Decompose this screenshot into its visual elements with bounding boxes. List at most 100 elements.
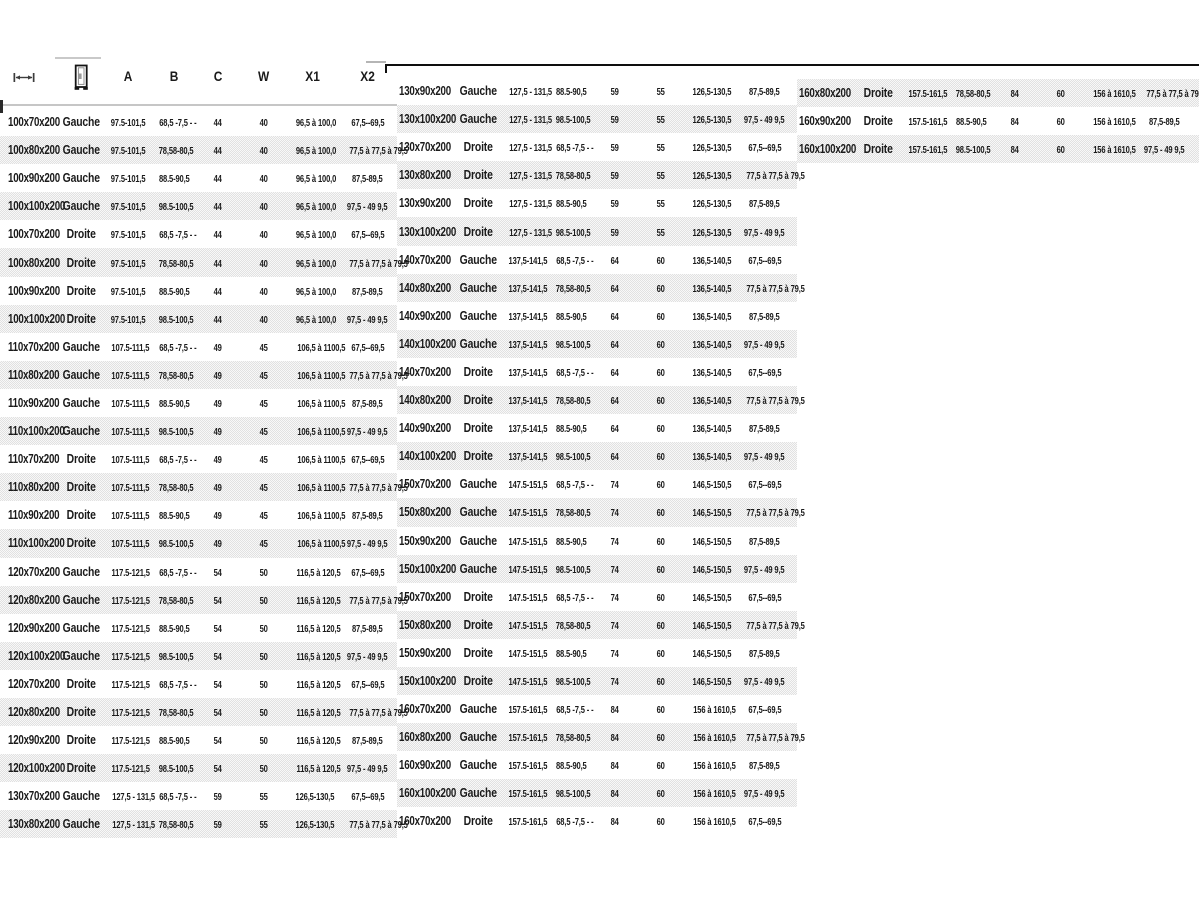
col-b-cell: 98.5-100,5 bbox=[555, 114, 591, 127]
size-cell: 130x100x200 bbox=[399, 224, 457, 239]
col-a-cell: 127,5 - 131,5 bbox=[509, 114, 552, 127]
size-cell: 160x90x200 bbox=[399, 758, 451, 773]
size-cell: 160x100x200 bbox=[799, 142, 857, 157]
side-cell: Gauche bbox=[459, 532, 497, 548]
size-cell: 130x80x200 bbox=[399, 168, 451, 183]
size-cell: 140x100x200 bbox=[399, 449, 457, 464]
size-cell: 100x70x200 bbox=[8, 227, 60, 242]
col-b-cell: 88.5-90,5 bbox=[955, 116, 987, 129]
col-x1-cell: 96,5 à 100,0 bbox=[295, 145, 337, 158]
col-a-cell: 107.5-111,5 bbox=[111, 397, 150, 410]
col-x1-cell: 96,5 à 100,0 bbox=[295, 313, 337, 326]
col-a-cell: 137,5-141,5 bbox=[508, 254, 548, 267]
col-w-cell: 45 bbox=[259, 369, 269, 382]
door-icon bbox=[74, 64, 88, 90]
col-x1-cell: 96,5 à 100,0 bbox=[295, 173, 337, 186]
table-row: 140x100x200 Gauche 137,5-141,5 98.5-100,5 64… bbox=[397, 329, 797, 358]
size-cell: 150x90x200 bbox=[399, 645, 451, 660]
col-x2-cell: 77,5 à 77,5 à 79,5 bbox=[349, 145, 408, 158]
size-cell: 130x80x200 bbox=[8, 817, 60, 832]
table-row: 100x80x200 Droite 97.5-101,5 78,58-80,5 44 40… bbox=[0, 248, 408, 277]
side-cell: Droite bbox=[66, 226, 96, 242]
col-b-cell: 88.5-90,5 bbox=[555, 310, 587, 323]
size-cell: 100x100x200 bbox=[8, 311, 66, 326]
table-row: 160x80x200 Gauche 157.5-161,5 78,58-80,5 84 6… bbox=[397, 723, 805, 752]
col-a-cell: 127,5 - 131,5 bbox=[509, 198, 552, 211]
side-cell: Droite bbox=[66, 282, 96, 298]
col-b-cell: 68,5 -7,5 - - bbox=[159, 229, 197, 242]
col-w-cell: 50 bbox=[259, 707, 269, 720]
col-a-cell: 157.5-161,5 bbox=[508, 760, 548, 773]
table-row: 140x90x200 Gauche 137,5-141,5 88.5-90,5 64 60… bbox=[397, 302, 797, 330]
table-row: 160x100x200 Droite 157.5-161,5 98.5-100,5 84… bbox=[797, 135, 1199, 164]
col-w-cell: 50 bbox=[259, 594, 269, 607]
col-x1-cell: 106,5 à 1100,5 bbox=[297, 510, 346, 523]
header-underline-rule bbox=[0, 104, 397, 106]
col-c-cell: 74 bbox=[610, 647, 620, 660]
size-cell: 130x100x200 bbox=[399, 112, 457, 127]
table-row: 120x80x200 Gauche 117.5-121,5 78,58-80,5 54 5… bbox=[0, 585, 408, 614]
col-x2-cell: 87,5-89,5 bbox=[749, 310, 780, 323]
table-row: 140x70x200 Gauche 137,5-141,5 68,5 -7,5 - -… bbox=[397, 246, 797, 274]
col-b-cell: 78,58-80,5 bbox=[158, 369, 194, 382]
column-header-x1: X1 bbox=[305, 68, 321, 84]
table-row: 110x90x200 Gauche 107.5-111,5 88.5-90,5 49 45… bbox=[0, 389, 397, 417]
col-a-cell: 107.5-111,5 bbox=[111, 482, 150, 495]
size-cell: 120x70x200 bbox=[8, 676, 60, 691]
col-x2-cell: 77,5 à 77,5 à 79,5 bbox=[746, 170, 805, 183]
size-cell: 120x90x200 bbox=[8, 733, 60, 748]
side-cell: Droite bbox=[66, 310, 96, 326]
col-x2-cell: 87,5-89,5 bbox=[749, 423, 780, 436]
col-c-cell: 74 bbox=[610, 619, 620, 632]
side-cell: Droite bbox=[463, 616, 493, 632]
col-c-cell: 44 bbox=[213, 313, 223, 326]
col-a-cell: 137,5-141,5 bbox=[508, 366, 548, 379]
col-b-cell: 68,5 -7,5 - - bbox=[556, 704, 594, 717]
col-b-cell: 88.5-90,5 bbox=[555, 423, 587, 436]
size-cell: 130x70x200 bbox=[8, 789, 60, 804]
col-b-cell: 98.5-100,5 bbox=[555, 563, 591, 576]
col-b-cell: 88.5-90,5 bbox=[555, 86, 587, 99]
size-cell: 130x90x200 bbox=[399, 196, 451, 211]
col-a-cell: 157.5-161,5 bbox=[508, 732, 548, 745]
col-x2-cell: 77,5 à 77,5 à 79,5 bbox=[746, 282, 805, 295]
col-b-cell: 68,5 -7,5 - - bbox=[159, 566, 197, 579]
col-c-cell: 59 bbox=[610, 86, 620, 99]
size-cell: 150x90x200 bbox=[399, 533, 451, 548]
col-a-cell: 157.5-161,5 bbox=[508, 704, 548, 717]
col-a-cell: 117.5-121,5 bbox=[111, 707, 150, 720]
col-b-cell: 78,58-80,5 bbox=[158, 594, 194, 607]
col-b-cell: 78,58-80,5 bbox=[158, 145, 194, 158]
col-x2-cell: 77,5 à 77,5 à 79,5 bbox=[349, 707, 408, 720]
side-cell: Gauche bbox=[459, 729, 497, 745]
col-x2-cell: 67,5--69,5 bbox=[747, 366, 782, 379]
col-x1-cell: 106,5 à 1100,5 bbox=[297, 454, 346, 467]
size-cell: 140x90x200 bbox=[399, 308, 451, 323]
col-b-cell: 78,58-80,5 bbox=[955, 88, 991, 101]
col-c-cell: 54 bbox=[213, 650, 223, 663]
col-x1-cell: 96,5 à 100,0 bbox=[295, 257, 337, 270]
col-a-cell: 117.5-121,5 bbox=[111, 735, 150, 748]
col-b-cell: 88.5-90,5 bbox=[158, 622, 190, 635]
table-header-row: A B C W X1 X2 bbox=[0, 60, 397, 94]
col-w-cell: 60 bbox=[656, 619, 666, 632]
side-cell: Droite bbox=[463, 448, 493, 464]
col-b-cell: 88.5-90,5 bbox=[555, 760, 587, 773]
col-w-cell: 45 bbox=[259, 397, 269, 410]
size-cell: 150x70x200 bbox=[399, 589, 451, 604]
col-w-cell: 50 bbox=[259, 622, 269, 635]
size-cell: 110x80x200 bbox=[8, 480, 60, 495]
side-cell: Droite bbox=[463, 139, 493, 155]
col-w-cell: 55 bbox=[259, 791, 269, 804]
col-b-cell: 68,5 -7,5 - - bbox=[556, 366, 594, 379]
col-x1-cell: 96,5 à 100,0 bbox=[295, 229, 337, 242]
col-x1-cell: 116,5 à 120,5 bbox=[296, 735, 341, 748]
side-cell: Droite bbox=[66, 732, 96, 748]
col-a-cell: 97.5-101,5 bbox=[110, 145, 146, 158]
col-x2-cell: 77,5 à 77,5 à 79,5 bbox=[349, 369, 408, 382]
size-cell: 140x80x200 bbox=[399, 280, 451, 295]
side-cell: Droite bbox=[863, 141, 893, 157]
table-row: 150x80x200 Gauche 147.5-151,5 78,58-80,5 74 6… bbox=[397, 498, 805, 527]
col-x1-cell: 116,5 à 120,5 bbox=[296, 650, 341, 663]
table-row: 100x70x200 Gauche 97.5-101,5 68,5 -7,5 - - 4… bbox=[0, 108, 397, 136]
